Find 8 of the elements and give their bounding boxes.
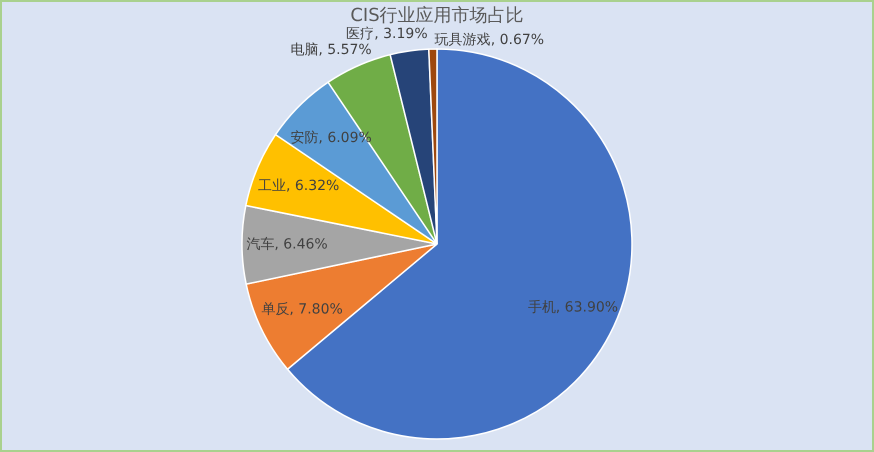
chart-title: CIS行业应用市场占比 [350,5,524,26]
slice-label: 玩具游戏, 0.67% [434,32,544,48]
slice-label: 工业, 6.32% [258,178,340,194]
slice-label: 单反, 7.80% [261,302,343,318]
slice-label: 手机, 63.90% [528,299,618,316]
slice-label: 电脑, 5.57% [290,42,372,58]
slice-label: 医疗, 3.19% [346,26,428,42]
slice-label: 汽车, 6.46% [246,236,328,253]
